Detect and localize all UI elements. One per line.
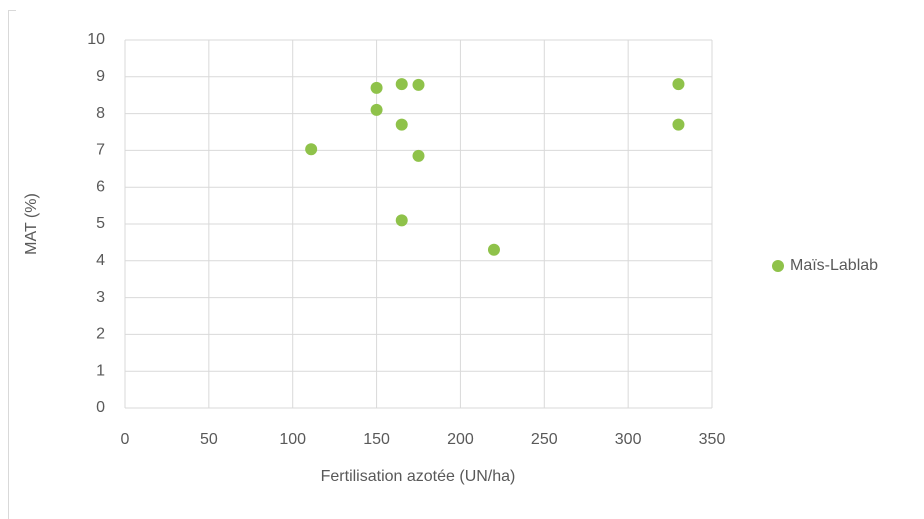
x-tick-label: 200 (447, 431, 474, 448)
x-tick-label: 300 (615, 431, 642, 448)
point (672, 78, 685, 91)
y-tick-label: 10 (87, 31, 105, 48)
x-tick-label: 100 (279, 431, 306, 448)
legend-label: Maïs-Lablab (790, 257, 878, 274)
point (395, 214, 408, 227)
y-tick-label: 1 (96, 362, 105, 379)
x-axis-label: Fertilisation azotée (UN/ha) (321, 468, 516, 485)
point (412, 78, 425, 91)
y-tick-label: 7 (96, 142, 105, 159)
point (370, 103, 383, 116)
y-axis-label: MAT (%) (23, 193, 40, 255)
x-tick-label: 0 (121, 431, 130, 448)
y-tick-label: 8 (96, 105, 105, 122)
x-tick-label: 150 (363, 431, 390, 448)
legend-marker (772, 260, 784, 272)
y-tick-label: 2 (96, 326, 105, 343)
x-tick-label: 50 (200, 431, 218, 448)
y-tick-label: 6 (96, 178, 105, 195)
x-tick-label: 250 (531, 431, 558, 448)
x-tick-label: 350 (699, 431, 726, 448)
y-tick-label: 3 (96, 289, 105, 306)
point (305, 143, 318, 156)
y-tick-label: 9 (96, 68, 105, 85)
point (370, 81, 383, 94)
y-tick-label: 4 (96, 252, 105, 269)
point (487, 243, 500, 256)
y-tick-label: 0 (96, 399, 105, 416)
point (672, 118, 685, 131)
point (395, 118, 408, 131)
y-tick-label: 5 (96, 215, 105, 232)
point (395, 78, 408, 91)
point (412, 149, 425, 162)
